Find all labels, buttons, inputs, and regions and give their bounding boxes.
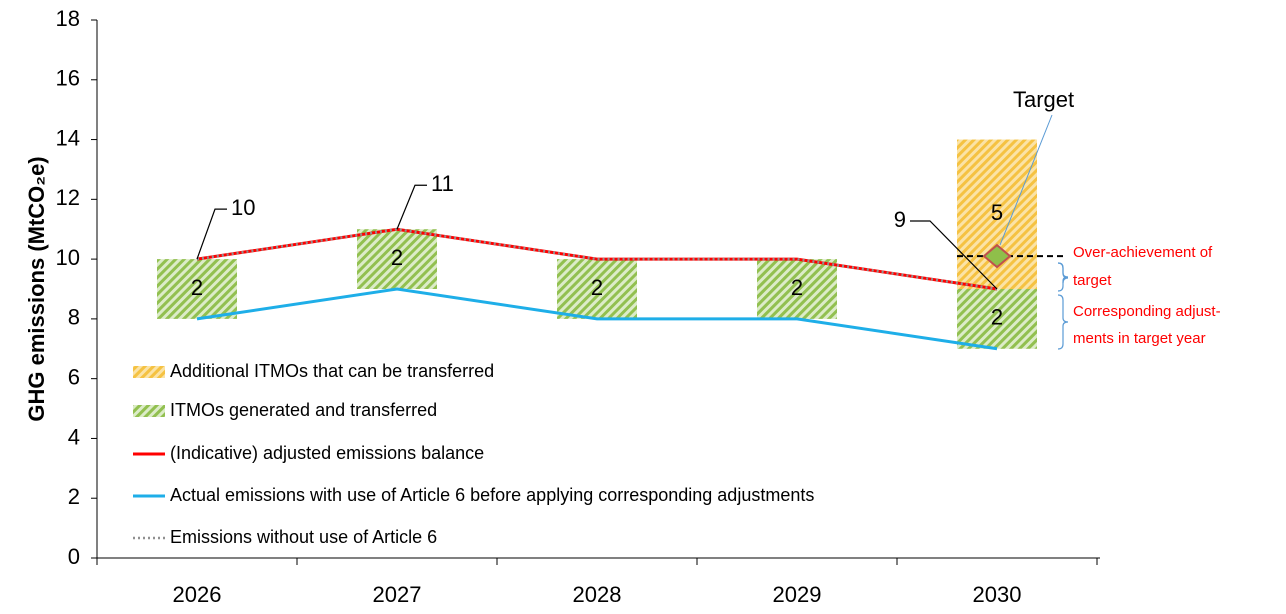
annotation: target (1073, 272, 1112, 289)
x-tick-label: 2028 (573, 582, 622, 607)
annotation: ments in target year (1073, 330, 1206, 347)
bar (957, 289, 1037, 349)
leader (196, 208, 227, 260)
x-tick-label: 2026 (173, 582, 222, 607)
y-tick-label: 12 (56, 185, 80, 210)
brace (1057, 262, 1069, 292)
bar (757, 259, 837, 319)
x-tick-label: 2027 (373, 582, 422, 607)
y-tick-label: 4 (68, 424, 80, 449)
legend-label: Additional ITMOs that can be transferred (170, 361, 494, 381)
y-tick-label: 0 (68, 544, 80, 569)
bar (557, 259, 637, 319)
data-label: 5 (991, 200, 1003, 225)
target-marker (982, 243, 1012, 269)
legend-label: Actual emissions with use of Article 6 b… (170, 485, 814, 505)
leader (999, 114, 1053, 246)
point-label: 11 (431, 171, 454, 196)
legend-label: ITMOs generated and transferred (170, 400, 437, 420)
data-label: 2 (391, 245, 403, 270)
leader (910, 220, 998, 290)
legend-swatch (133, 366, 165, 378)
point-label: 9 (894, 207, 906, 232)
data-label: 2 (791, 275, 803, 300)
y-tick-label: 8 (68, 305, 80, 330)
legend-swatch (133, 405, 165, 417)
data-label: 2 (191, 275, 203, 300)
leader (396, 184, 427, 230)
y-tick-label: 10 (56, 245, 80, 270)
y-tick-label: 14 (56, 125, 80, 150)
y-axis-label: GHG emissions (MtCO₂e) (24, 156, 49, 421)
y-tick-label: 6 (68, 364, 80, 389)
bar (157, 259, 237, 319)
y-tick-label: 18 (56, 6, 80, 31)
legend-label: (Indicative) adjusted emissions balance (170, 443, 484, 463)
y-tick-label: 2 (68, 484, 80, 509)
y-tick-label: 16 (56, 66, 80, 91)
brace (1057, 294, 1069, 350)
x-tick-label: 2030 (973, 582, 1022, 607)
point-label: 10 (231, 195, 255, 220)
legend-label: Emissions without use of Article 6 (170, 527, 437, 547)
target-label: Target (1013, 87, 1074, 112)
annotation: Corresponding adjust- (1073, 303, 1221, 320)
x-tick-label: 2029 (773, 582, 822, 607)
data-label: 2 (591, 275, 603, 300)
bar (357, 229, 437, 289)
line-series (196, 227, 998, 291)
data-label: 2 (991, 305, 1003, 330)
annotation: Over-achievement of (1073, 244, 1213, 261)
line-series (196, 287, 998, 351)
